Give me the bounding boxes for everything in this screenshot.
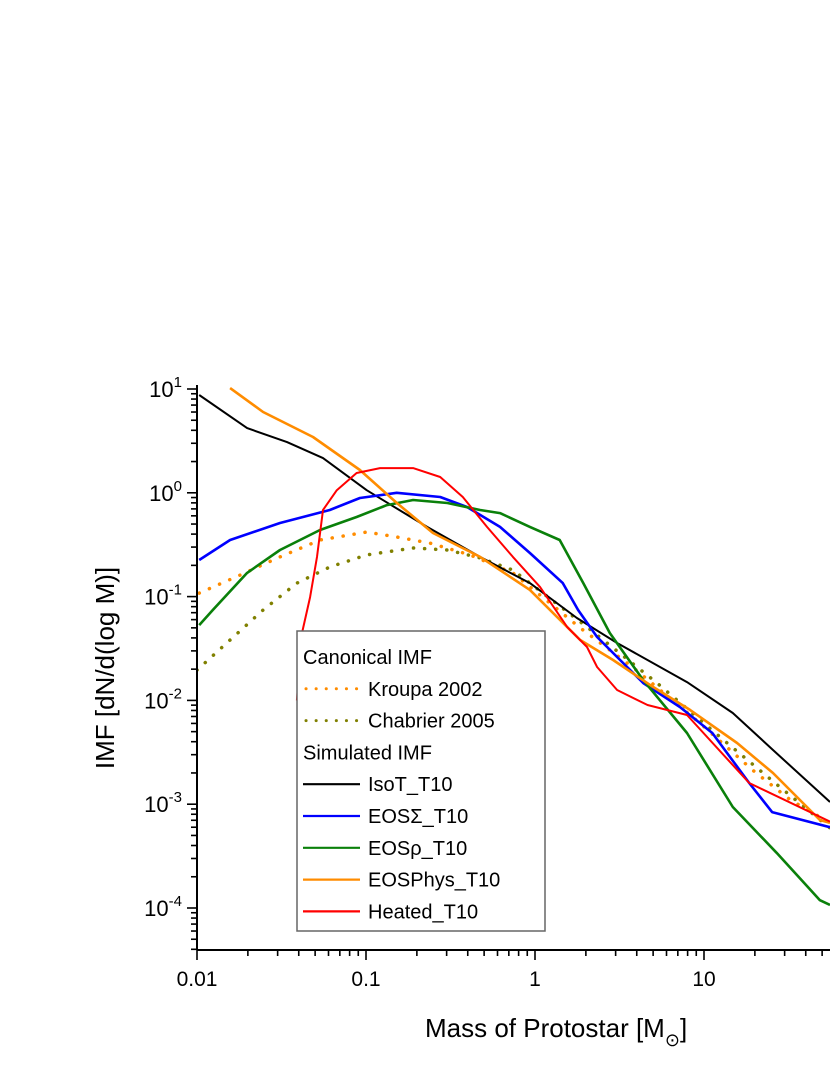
series-line-eosphys — [229, 387, 830, 825]
x-tick-label: 0.01 — [177, 968, 218, 991]
legend-label-eosrho: EOSρ_T10 — [368, 838, 467, 860]
x-tick-label: 10 — [692, 968, 715, 991]
y-tick-label: 10-4 — [144, 893, 182, 921]
y-tick-label: 10-2 — [144, 685, 182, 713]
legend-heading: Canonical IMF — [303, 647, 432, 669]
series-line-isot — [198, 394, 830, 803]
y-tick-base: 10 — [144, 688, 168, 713]
series-line-eosrho — [198, 498, 830, 907]
legend-box — [296, 630, 546, 932]
y-tick-label: 100 — [149, 478, 182, 506]
legend-label-eossigma: EOSΣ_T10 — [368, 806, 468, 828]
legend-label-kroupa: Kroupa 2002 — [368, 679, 483, 701]
y-tick-label: 10-3 — [144, 789, 182, 817]
y-tick-exponent: -3 — [169, 789, 182, 806]
y-tick-exponent: 1 — [174, 374, 182, 391]
x-tick-label: 0.1 — [351, 968, 380, 991]
legend-label-eosphys: EOSPhys_T10 — [368, 870, 500, 892]
y-tick-base: 10 — [144, 896, 168, 921]
series-line-heated — [295, 467, 830, 823]
legend-label-chabrier: Chabrier 2005 — [368, 711, 495, 733]
legend-heading: Simulated IMF — [303, 742, 432, 764]
y-tick-base: 10 — [149, 481, 173, 506]
legend: Canonical IMF Kroupa 2002 Chabrier 2005 Sim… — [296, 630, 546, 932]
y-tick-base: 10 — [144, 585, 168, 610]
y-tick-exponent: -1 — [169, 582, 182, 599]
series-layer — [197, 387, 830, 907]
y-tick-base: 10 — [144, 792, 168, 817]
x-axis-label-sun-symbol: ⊙ — [665, 1030, 680, 1050]
x-tick-label: 1 — [529, 968, 541, 991]
x-axis-label: Mass of Protostar [M⊙] — [425, 1013, 687, 1050]
y-tick-base: 10 — [149, 377, 173, 402]
series-line-chabrier — [197, 546, 830, 830]
y-tick-exponent: -4 — [169, 893, 182, 910]
series-line-eossigma — [198, 491, 830, 829]
y-tick-label: 10-1 — [144, 582, 182, 610]
y-axis-label: IMF [dN/d(log M)] — [90, 567, 120, 769]
x-axis-label-suffix: ] — [680, 1013, 687, 1043]
x-axis-label-main: Mass of Protostar [M — [425, 1013, 665, 1043]
legend-label-heated: Heated_T10 — [368, 901, 478, 923]
y-tick-label: 101 — [149, 374, 182, 402]
y-tick-exponent: 0 — [174, 478, 182, 495]
legend-label-isot: IsoT_T10 — [368, 774, 452, 796]
y-tick-exponent: -2 — [169, 685, 182, 702]
